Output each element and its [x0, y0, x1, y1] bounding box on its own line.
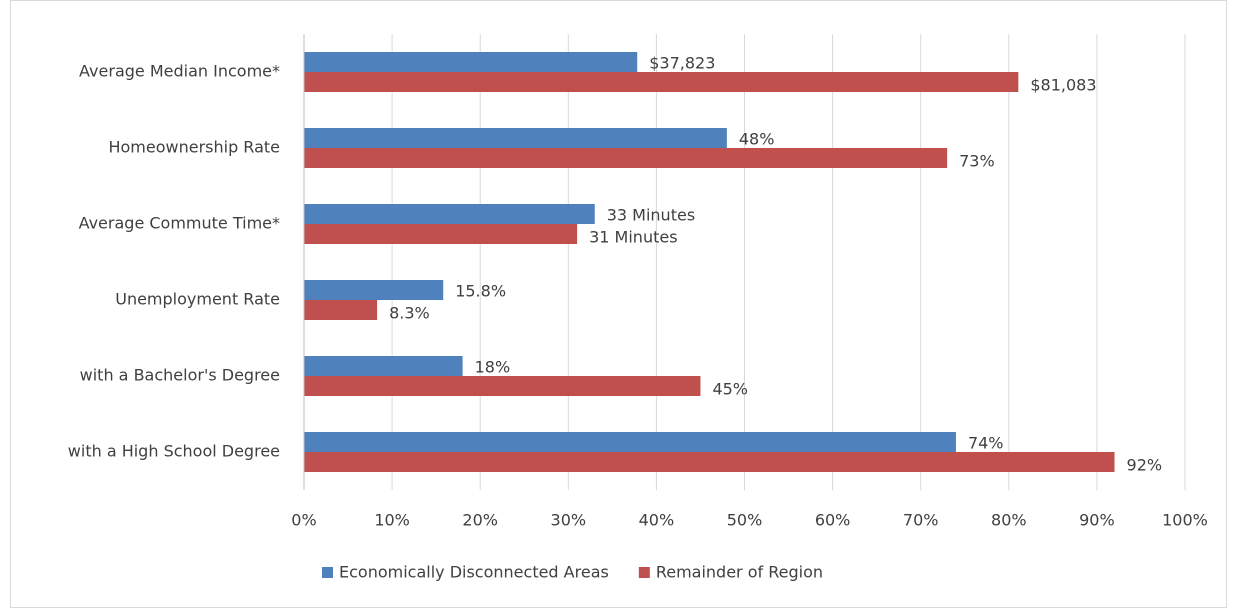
- x-tick-label: 10%: [374, 511, 410, 530]
- y-tick-label: with a Bachelor's Degree: [80, 366, 280, 385]
- x-tick-label: 0%: [291, 511, 316, 530]
- x-tick-label: 60%: [815, 511, 851, 530]
- bar: [304, 148, 948, 168]
- value-label: 18%: [475, 358, 511, 377]
- value-label: 92%: [1127, 456, 1163, 475]
- legend-swatch: [638, 567, 650, 578]
- value-label: 31 Minutes: [589, 228, 677, 247]
- value-label: 74%: [968, 434, 1004, 453]
- chart-frame: [10, 0, 1227, 608]
- legend-label: Remainder of Region: [656, 563, 823, 582]
- bar: [304, 224, 578, 244]
- y-tick-label: with a High School Degree: [68, 442, 280, 461]
- y-tick-label: Homeownership Rate: [108, 138, 280, 157]
- y-tick-label: Average Median Income*: [79, 62, 280, 81]
- value-label: $81,083: [1030, 76, 1096, 95]
- x-tick-label: 20%: [462, 511, 498, 530]
- bar: [304, 204, 595, 224]
- x-tick-label: 40%: [639, 511, 675, 530]
- y-tick-label: Unemployment Rate: [115, 290, 280, 309]
- x-tick-label: 50%: [727, 511, 763, 530]
- x-tick-label: 70%: [903, 511, 939, 530]
- value-label: 45%: [712, 380, 748, 399]
- bar: [304, 72, 1019, 92]
- bar: [304, 128, 727, 148]
- value-label: 8.3%: [389, 304, 430, 323]
- x-tick-label: 100%: [1162, 511, 1208, 530]
- bar: [304, 432, 956, 452]
- bar: [304, 300, 378, 320]
- value-label: 33 Minutes: [607, 206, 695, 225]
- bar: [304, 452, 1115, 472]
- legend-swatch: [322, 567, 333, 578]
- x-tick-label: 80%: [991, 511, 1027, 530]
- bar: [304, 376, 701, 396]
- legend-label: Economically Disconnected Areas: [339, 563, 609, 582]
- bar: [304, 356, 463, 376]
- x-tick-label: 90%: [1079, 511, 1115, 530]
- bar: [304, 52, 638, 72]
- value-label: 48%: [739, 130, 775, 149]
- value-label: 15.8%: [455, 282, 506, 301]
- y-tick-label: Average Commute Time*: [79, 214, 280, 233]
- bar: [304, 280, 444, 300]
- value-label: $37,823: [649, 54, 715, 73]
- value-label: 73%: [959, 152, 995, 171]
- x-tick-label: 30%: [551, 511, 587, 530]
